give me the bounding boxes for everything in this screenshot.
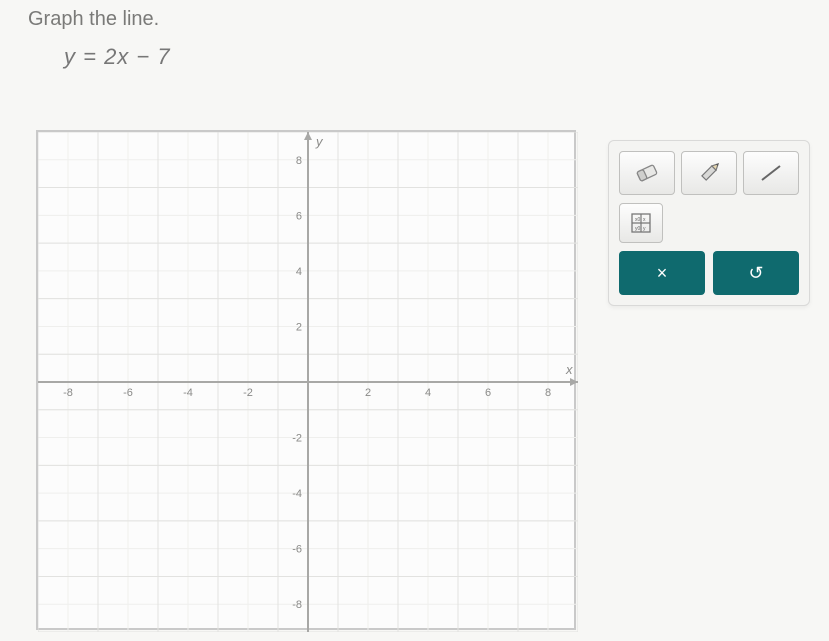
tool-row-secondary: x0 x y0 y bbox=[619, 203, 799, 243]
graph-grid: -8 -6 -4 -2 2 4 6 8 -8 -6 -4 -2 2 4 6 8 x y bbox=[38, 132, 578, 632]
svg-text:4: 4 bbox=[425, 387, 431, 399]
svg-text:x0: x0 bbox=[635, 217, 641, 223]
clear-icon: × bbox=[657, 263, 668, 284]
eraser-tool-button[interactable] bbox=[619, 151, 675, 195]
toolbox-panel: x0 x y0 y × ↺ bbox=[608, 140, 810, 306]
clear-button[interactable]: × bbox=[619, 251, 705, 295]
svg-text:y0: y0 bbox=[635, 226, 641, 232]
svg-text:8: 8 bbox=[545, 387, 551, 399]
svg-text:-6: -6 bbox=[292, 544, 302, 556]
svg-text:6: 6 bbox=[485, 387, 491, 399]
prompt-title: Graph the line. bbox=[28, 8, 159, 31]
svg-text:-6: -6 bbox=[123, 387, 133, 399]
reset-button[interactable]: ↺ bbox=[713, 251, 799, 295]
grid-settings-icon: x0 x y0 y bbox=[630, 212, 652, 234]
svg-text:-8: -8 bbox=[292, 599, 302, 611]
graph-canvas[interactable]: -8 -6 -4 -2 2 4 6 8 -8 -6 -4 -2 2 4 6 8 x y bbox=[36, 130, 576, 630]
svg-text:x: x bbox=[643, 217, 646, 223]
equation-text: y = 2x − 7 bbox=[64, 44, 171, 70]
pencil-tool-button[interactable] bbox=[681, 151, 737, 195]
svg-text:y: y bbox=[315, 134, 324, 149]
tool-row-primary bbox=[619, 151, 799, 195]
svg-text:2: 2 bbox=[296, 321, 302, 333]
grid-settings-button[interactable]: x0 x y0 y bbox=[619, 203, 663, 243]
line-icon bbox=[758, 162, 784, 184]
svg-text:8: 8 bbox=[296, 155, 302, 167]
pencil-icon bbox=[696, 162, 722, 184]
eraser-icon bbox=[634, 164, 660, 182]
svg-text:4: 4 bbox=[296, 266, 302, 278]
action-row: × ↺ bbox=[619, 251, 799, 295]
svg-text:2: 2 bbox=[365, 387, 371, 399]
svg-text:-2: -2 bbox=[292, 433, 302, 445]
svg-text:-4: -4 bbox=[183, 387, 193, 399]
svg-text:-4: -4 bbox=[292, 488, 302, 500]
svg-text:-8: -8 bbox=[63, 387, 73, 399]
line-tool-button[interactable] bbox=[743, 151, 799, 195]
reset-icon: ↺ bbox=[748, 263, 763, 284]
svg-text:-2: -2 bbox=[243, 387, 253, 399]
svg-text:y: y bbox=[643, 226, 646, 232]
svg-text:6: 6 bbox=[296, 210, 302, 222]
svg-text:x: x bbox=[565, 362, 573, 377]
